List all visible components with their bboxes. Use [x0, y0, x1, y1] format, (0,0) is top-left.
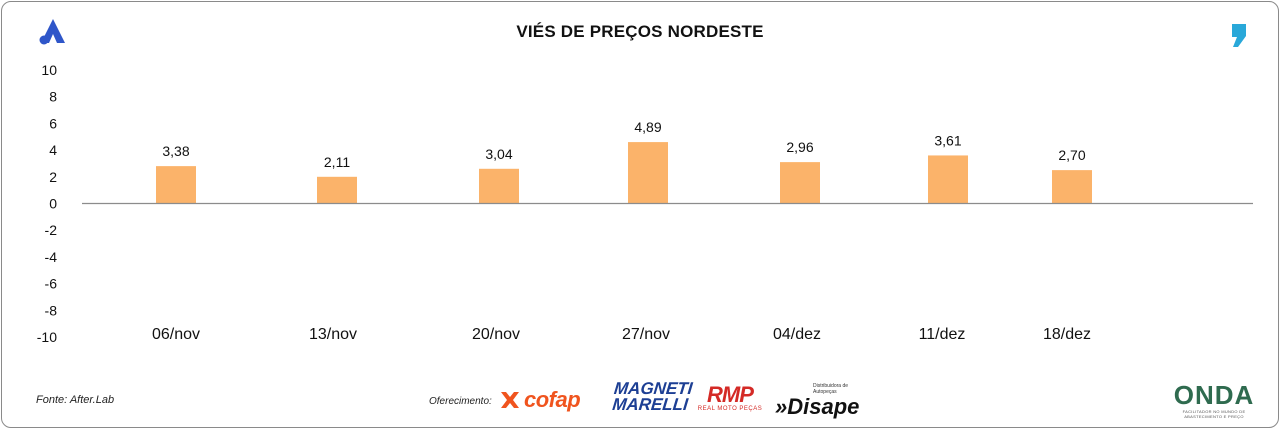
- y-tick-label: 4: [49, 142, 57, 158]
- data-label: 3,04: [485, 146, 512, 162]
- y-tick-label: -10: [37, 329, 57, 345]
- y-tick-label: 6: [49, 115, 57, 131]
- bar: [156, 166, 196, 204]
- y-tick-label: -4: [45, 249, 58, 265]
- cofap-x-icon: [501, 392, 519, 408]
- cofap-logo: cofap: [498, 387, 581, 413]
- x-category-label: 11/dez: [919, 326, 966, 343]
- onda-logo: ONDA FACILITADOR NO MUNDO DE ABASTECIMEN…: [1166, 381, 1262, 419]
- bar: [479, 168, 519, 204]
- x-category-label: 04/dez: [773, 326, 821, 343]
- y-tick-label: -6: [45, 276, 58, 292]
- rmp-logo: RMP REAL MOTO PEÇAS: [697, 384, 763, 414]
- sponsor-label: Oferecimento:: [429, 396, 492, 407]
- data-label: 2,11: [324, 154, 350, 170]
- x-category-label: 18/dez: [1043, 326, 1091, 343]
- data-label: 3,61: [934, 132, 961, 148]
- onda-subtitle: FACILITADOR NO MUNDO DE ABASTECIMENTO E …: [1182, 409, 1246, 419]
- bar: [780, 162, 820, 204]
- data-label: 3,38: [162, 143, 189, 159]
- a-logo-icon: [39, 19, 65, 45]
- disape-tagline: Distribuidora de Autopeças: [813, 383, 849, 395]
- x-category-label: 06/nov: [152, 326, 200, 343]
- data-label: 4,89: [634, 119, 661, 135]
- bar: [928, 155, 968, 204]
- bar: [317, 176, 357, 204]
- x-category-label: 27/nov: [622, 326, 670, 343]
- y-tick-label: -8: [45, 302, 58, 318]
- source-note: Fonte: After.Lab: [36, 394, 115, 406]
- x-category-label: 20/nov: [472, 326, 520, 343]
- x-category-label: 13/nov: [309, 326, 357, 343]
- cofap-wordmark: cofap: [524, 387, 581, 412]
- y-tick-label: 10: [41, 62, 57, 78]
- disape-wordmark: »Disape: [775, 394, 860, 419]
- data-label: 2,70: [1058, 147, 1085, 163]
- magneti-line2: MARELLI: [611, 395, 689, 414]
- rmp-wordmark: RMP: [707, 382, 754, 407]
- y-tick-label: 0: [49, 196, 57, 212]
- magneti-marelli-logo: MAGNETI MARELLI: [611, 379, 693, 417]
- y-tick-label: 8: [49, 89, 57, 105]
- onda-wordmark: ONDA: [1173, 380, 1255, 410]
- rmp-subtitle: REAL MOTO PEÇAS: [697, 406, 763, 412]
- data-label: 2,96: [786, 139, 813, 155]
- bar: [628, 142, 668, 204]
- comma-logo-icon: [1232, 24, 1246, 47]
- disape-logo: Distribuidora de Autopeças »Disape: [775, 383, 865, 419]
- bar: [1052, 170, 1092, 204]
- y-tick-label: -2: [45, 222, 58, 238]
- chart-title: VIÉS DE PREÇOS NORDESTE: [516, 22, 764, 41]
- y-tick-label: 2: [49, 169, 57, 185]
